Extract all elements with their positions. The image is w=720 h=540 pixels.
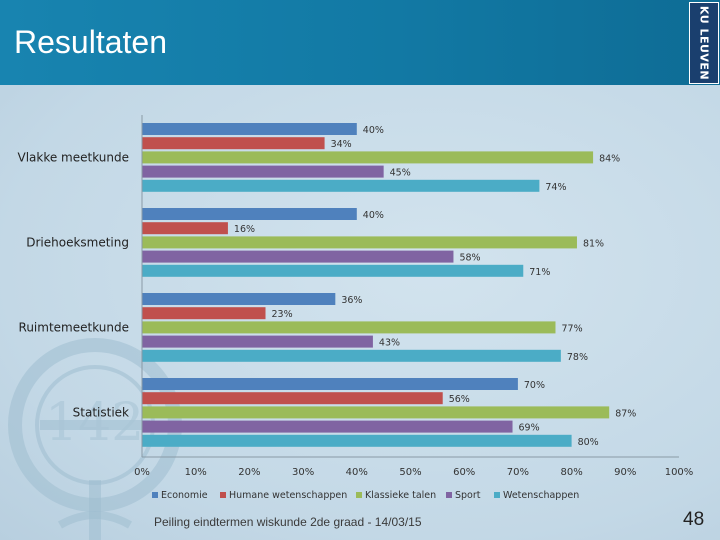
x-tick-label: 0% bbox=[134, 467, 150, 478]
category-label: Ruimtemeetkunde bbox=[19, 320, 129, 334]
ku-leuven-logo: KU LEUVEN bbox=[689, 2, 719, 84]
legend-swatch bbox=[494, 492, 500, 498]
bar-economie-1 bbox=[142, 208, 357, 220]
bar-humane-wetenschappen-2 bbox=[142, 307, 266, 320]
legend-label: Humane wetenschappen bbox=[229, 490, 347, 501]
legend-swatch bbox=[356, 492, 362, 498]
bar-economie-3 bbox=[142, 378, 518, 390]
bar-sport-3 bbox=[142, 420, 513, 433]
bar-value-label: 23% bbox=[272, 309, 293, 320]
bar-value-label: 56% bbox=[449, 394, 470, 405]
bar-value-label: 80% bbox=[578, 437, 599, 448]
bar-value-label: 36% bbox=[341, 295, 362, 306]
bar-humane-wetenschappen-0 bbox=[142, 137, 325, 150]
bar-sport-2 bbox=[142, 335, 373, 348]
bar-sport-0 bbox=[142, 165, 384, 178]
bar-economie-2 bbox=[142, 293, 336, 305]
bar-wetenschappen-3 bbox=[142, 434, 572, 447]
legend-swatch bbox=[152, 492, 158, 498]
footer-text: Peiling eindtermen wiskunde 2de graad - … bbox=[154, 515, 422, 529]
x-tick-label: 80% bbox=[560, 467, 582, 478]
bar-klassieke-talen-3 bbox=[142, 406, 610, 419]
bar-value-label: 40% bbox=[363, 210, 384, 221]
slide-header: Resultaten KU LEUVEN bbox=[0, 0, 720, 85]
bar-value-label: 70% bbox=[524, 380, 545, 391]
legend-label: Economie bbox=[161, 490, 208, 501]
bar-value-label: 16% bbox=[234, 224, 255, 235]
bar-wetenschappen-0 bbox=[142, 179, 540, 192]
category-label: Vlakke meetkunde bbox=[17, 150, 129, 164]
bar-value-label: 45% bbox=[390, 168, 411, 179]
legend-swatch bbox=[220, 492, 226, 498]
legend-label: Sport bbox=[455, 490, 481, 501]
bar-value-label: 81% bbox=[583, 238, 604, 249]
bar-value-label: 43% bbox=[379, 338, 400, 349]
x-tick-label: 20% bbox=[238, 467, 260, 478]
x-tick-label: 70% bbox=[507, 467, 529, 478]
bar-value-label: 40% bbox=[363, 125, 384, 136]
bar-humane-wetenschappen-3 bbox=[142, 392, 443, 405]
bar-value-label: 34% bbox=[331, 139, 352, 150]
bar-humane-wetenschappen-1 bbox=[142, 222, 228, 235]
bar-value-label: 69% bbox=[519, 423, 540, 434]
bar-sport-1 bbox=[142, 250, 454, 263]
legend-label: Klassieke talen bbox=[365, 490, 436, 501]
svg-text:142: 142 bbox=[45, 393, 144, 453]
page-number: 48 bbox=[683, 509, 705, 530]
bar-klassieke-talen-2 bbox=[142, 321, 556, 334]
category-label: Statistiek bbox=[73, 405, 129, 419]
bar-value-label: 78% bbox=[567, 352, 588, 363]
x-tick-label: 30% bbox=[292, 467, 314, 478]
bar-wetenschappen-2 bbox=[142, 349, 561, 362]
bar-economie-0 bbox=[142, 123, 357, 135]
x-tick-label: 100% bbox=[665, 467, 694, 478]
legend-label: Wetenschappen bbox=[503, 490, 579, 501]
x-tick-label: 90% bbox=[614, 467, 636, 478]
bar-klassieke-talen-0 bbox=[142, 151, 594, 164]
bar-value-label: 58% bbox=[459, 253, 480, 264]
bar-wetenschappen-1 bbox=[142, 264, 524, 277]
x-tick-label: 10% bbox=[185, 467, 207, 478]
bar-klassieke-talen-1 bbox=[142, 236, 577, 249]
bar-value-label: 87% bbox=[615, 408, 636, 419]
bar-value-label: 84% bbox=[599, 153, 620, 164]
slide-title: Resultaten bbox=[14, 24, 167, 60]
x-tick-label: 40% bbox=[346, 467, 368, 478]
bar-value-label: 74% bbox=[545, 182, 566, 193]
bar-value-label: 77% bbox=[561, 323, 582, 334]
x-tick-label: 60% bbox=[453, 467, 475, 478]
x-tick-label: 50% bbox=[399, 467, 421, 478]
category-label: Driehoeksmeting bbox=[26, 235, 129, 249]
legend-swatch bbox=[446, 492, 452, 498]
bar-value-label: 71% bbox=[529, 267, 550, 278]
